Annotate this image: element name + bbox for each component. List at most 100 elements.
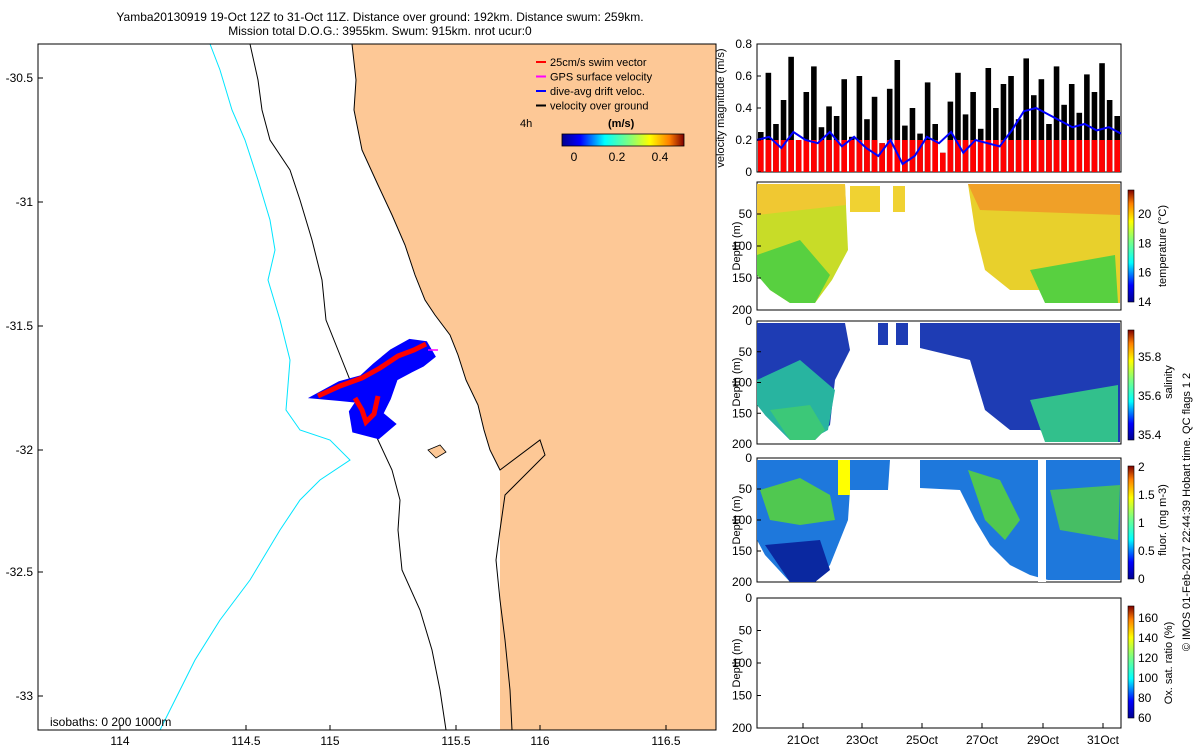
velocity-bar bbox=[1023, 58, 1029, 172]
swim-speed-bar bbox=[977, 140, 984, 172]
swim-speed-bar bbox=[864, 140, 870, 172]
colorbar-tick-label: 2 bbox=[1138, 460, 1145, 474]
velocity-bar bbox=[1106, 100, 1113, 172]
velocity-frame bbox=[756, 43, 1122, 173]
colorbar-tick-label: 14 bbox=[1138, 295, 1152, 309]
colorbar-tick-label: 20 bbox=[1138, 207, 1152, 221]
colorbar-tick-label: 18 bbox=[1138, 236, 1152, 250]
fluorescence-colorbar-label: fluor. (mg m-3) bbox=[1157, 484, 1169, 556]
figure-title: Yamba20130919 19-Oct 12Z to 31-Oct 11Z. … bbox=[0, 10, 760, 38]
swim-speed-bar bbox=[1015, 140, 1022, 172]
date-tick-label: 23Oct bbox=[846, 733, 879, 747]
swim-speed-bar bbox=[924, 140, 931, 172]
depth-tick-label: 100 bbox=[732, 656, 752, 670]
velocity-bar bbox=[1091, 92, 1098, 172]
temperature-deep-left bbox=[757, 240, 830, 303]
swim-speed-bar bbox=[902, 140, 908, 172]
swim-speed-bar bbox=[932, 140, 938, 172]
swim-vector-track bbox=[316, 341, 428, 427]
fluorescence-deep-left bbox=[765, 540, 830, 582]
velocity-bar bbox=[841, 79, 847, 172]
depth-tick-label: 100 bbox=[732, 376, 752, 390]
swim-speed-bar bbox=[1046, 140, 1052, 172]
swim-speed-bar bbox=[758, 140, 764, 172]
swim-speed-bar bbox=[993, 140, 999, 172]
oxygen-ylabel: Depth (m) bbox=[731, 639, 743, 688]
map-legend: 25cm/s swim vector GPS surface velocity di… bbox=[520, 57, 685, 164]
colorbar-tick-label: 0 bbox=[571, 150, 578, 164]
swim-speed-bar bbox=[894, 140, 901, 172]
temperature-surface-right bbox=[968, 184, 1120, 215]
date-tick-label: 29Oct bbox=[1027, 733, 1060, 747]
swim-speed-bar bbox=[947, 140, 954, 172]
colorbar-tick-label: 0.2 bbox=[609, 150, 626, 164]
fluorescence-colorbar bbox=[1127, 465, 1135, 580]
map-y-tick-label: -31.5 bbox=[6, 319, 34, 333]
velocity-bar bbox=[826, 106, 832, 172]
map-y-tick-label: -33 bbox=[16, 689, 34, 703]
velocity-bar bbox=[1061, 104, 1067, 172]
temperature-deep-right bbox=[1030, 255, 1118, 303]
isobaths-label: isobaths: 0 200 1000m bbox=[50, 715, 171, 729]
swim-speed-bar bbox=[1023, 140, 1029, 172]
depth-tick-label: 0 bbox=[745, 591, 752, 605]
swim-speed-bar bbox=[1053, 140, 1060, 172]
colorbar-title: (m/s) bbox=[608, 118, 635, 130]
fluorescence-y-axis: 0 50 100 150 200 bbox=[732, 451, 761, 589]
colorbar-tick-label: 80 bbox=[1138, 691, 1152, 705]
swim-speed-bar bbox=[917, 140, 923, 172]
colorbar-tick-label: 160 bbox=[1138, 611, 1158, 625]
velocity-bar bbox=[985, 68, 992, 172]
oxygen-colorbar-ticks: 160 140 120 100 80 60 bbox=[1138, 611, 1158, 725]
velocity-bar bbox=[970, 92, 976, 172]
salinity-panel: 0 50 100 150 200 Depth (m) 35.8 35.6 35.4 sali… bbox=[731, 314, 1175, 451]
swim-speed-bar bbox=[780, 140, 787, 172]
depth-tick-label: 0 bbox=[745, 451, 752, 465]
velocity-panel: 0.8 0.6 0.4 0.2 0 velocity magnitude (m/s) bbox=[715, 37, 1122, 179]
land-mass-lower bbox=[500, 470, 716, 730]
swim-speed-bar bbox=[826, 140, 832, 172]
swim-speed-bar bbox=[1091, 140, 1098, 172]
map-y-tick-label: -32 bbox=[16, 443, 34, 457]
fluorescence-bloom-mid bbox=[968, 470, 1020, 540]
velocity-bar bbox=[871, 96, 878, 172]
velocity-bar bbox=[1084, 74, 1090, 172]
swim-speed-bar bbox=[1106, 140, 1113, 172]
velocity-bar bbox=[1068, 84, 1075, 172]
colorbar-tick-label: 1.5 bbox=[1138, 488, 1155, 502]
fluorescence-bloom-right bbox=[1050, 485, 1120, 540]
colorbar-tick-label: 35.8 bbox=[1138, 350, 1162, 364]
swim-speed-bar bbox=[856, 140, 863, 172]
velocity-bar bbox=[1099, 63, 1105, 173]
velocity-bar bbox=[788, 56, 794, 172]
swim-speed-bar bbox=[1099, 140, 1105, 172]
swim-speed-bar bbox=[811, 140, 817, 172]
velocity-bar bbox=[1038, 79, 1045, 172]
map-y-tick-label: -31 bbox=[16, 195, 34, 209]
velocity-bar bbox=[1008, 76, 1014, 172]
colorbar-tick-label: 60 bbox=[1138, 711, 1152, 725]
fluorescence-peak bbox=[838, 460, 850, 495]
isobath-1000 bbox=[159, 44, 351, 730]
date-tick-label: 21Oct bbox=[787, 733, 820, 747]
swim-speed-bar bbox=[1068, 140, 1075, 172]
imos-credit: © IMOS 01-Feb-2017 22:44:39 Hobart time.… bbox=[1181, 373, 1193, 651]
depth-tick-label: 50 bbox=[739, 482, 753, 496]
velocity-bar bbox=[1000, 84, 1007, 172]
glider-track bbox=[307, 338, 438, 440]
map-x-tick-label: 116 bbox=[530, 734, 549, 748]
velocity-bar bbox=[780, 100, 787, 172]
temperature-patch-2 bbox=[893, 186, 905, 212]
fluorescence-field-mid bbox=[920, 460, 1048, 580]
title-line-2: Mission total D.O.G.: 3955km. Swum: 915k… bbox=[228, 24, 532, 38]
salinity-colorbar bbox=[1127, 329, 1135, 441]
depth-tick-label: 150 bbox=[732, 544, 752, 558]
salinity-patch bbox=[878, 323, 888, 345]
velocity-bar bbox=[924, 82, 931, 172]
map-frame bbox=[37, 43, 717, 731]
depth-tick-label: 150 bbox=[732, 271, 752, 285]
map-y-tick-label: -30.5 bbox=[6, 71, 34, 85]
fluorescence-gap bbox=[1038, 460, 1046, 582]
island bbox=[427, 444, 447, 459]
